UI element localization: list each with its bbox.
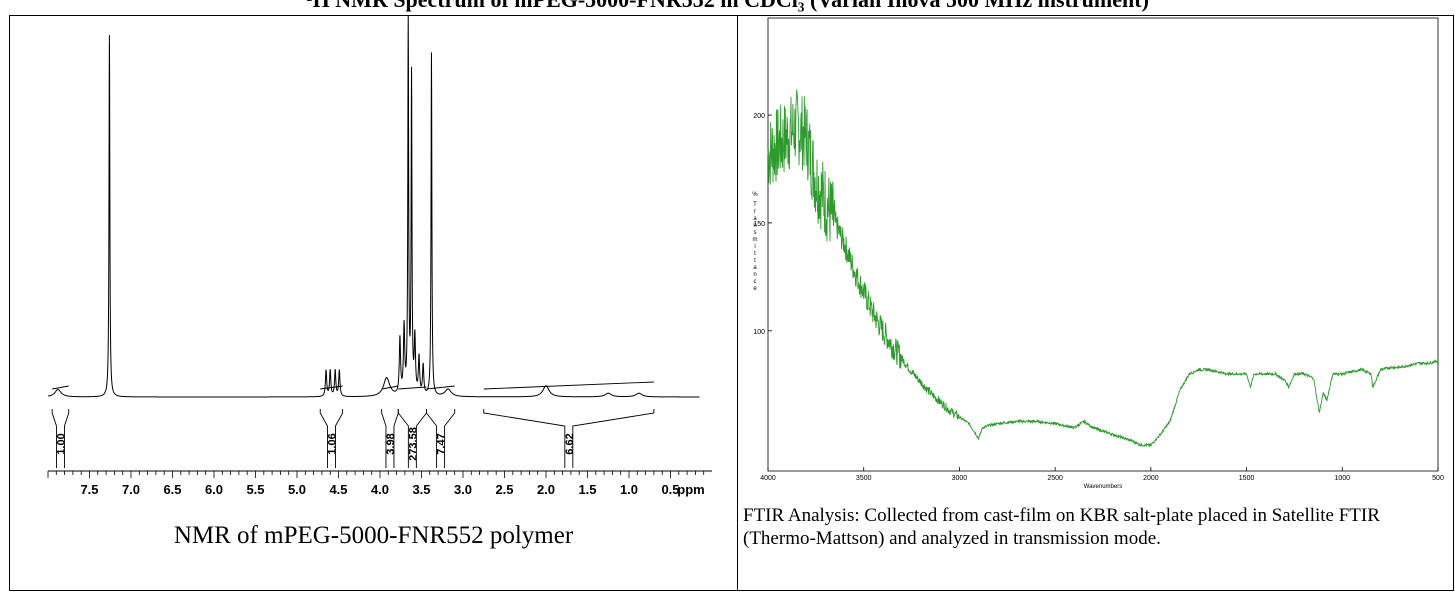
nmr-integral-label: 1.00	[55, 433, 67, 454]
nmr-bracket-line	[397, 409, 409, 468]
nmr-x-tick-label: 1.5	[578, 482, 596, 497]
nmr-x-tick-label: 1.0	[620, 482, 638, 497]
nmr-x-tick-label: 3.5	[412, 482, 430, 497]
nmr-panel: 1.00 1.06 3.98 273.58 7.47 6.62 7.5 7.0 6.5 6.0 5.…	[10, 16, 737, 590]
nmr-x-tick-label: 5.5	[246, 482, 264, 497]
ftir-x-tick-label: 500	[1432, 475, 1444, 482]
ftir-x-axis-label: Wavenumbers	[1084, 484, 1122, 490]
nmr-integral-curve	[320, 385, 343, 390]
nmr-bracket-line	[64, 409, 70, 468]
nmr-integral-curve	[52, 385, 69, 390]
nmr-bracket-line	[381, 409, 387, 468]
nmr-caption: NMR of mPEG-5000-FNR552 polymer	[173, 522, 574, 549]
nmr-integral-label: 273.58	[407, 427, 419, 461]
nmr-integral-bracket	[51, 409, 70, 468]
nmr-integral-curve	[426, 385, 455, 390]
nmr-integral-curve	[398, 386, 427, 390]
nmr-integral-label: 3.98	[385, 433, 397, 454]
nmr-x-tick-label: 6.0	[205, 482, 223, 497]
ftir-x-tick-label: 4000	[760, 475, 776, 482]
panel-divider	[737, 15, 738, 591]
ftir-x-tick-label: 3500	[856, 475, 872, 482]
nmr-x-tick-label: 7.0	[122, 482, 140, 497]
nmr-x-tick-label: 6.5	[163, 482, 181, 497]
nmr-integral-bracket	[483, 409, 655, 468]
nmr-bracket-line	[426, 409, 438, 468]
ftir-x-tick-label: 2500	[1047, 475, 1063, 482]
ftir-x-tick-label: 3000	[952, 475, 968, 482]
nmr-x-tick-label: 0.5	[661, 482, 679, 497]
ftir-caption: FTIR Analysis: Collected from cast-film …	[743, 505, 1380, 549]
nmr-integral-bracket	[426, 409, 456, 468]
ftir-y-tick-label: 150	[753, 221, 765, 228]
nmr-integral-label: 1.06	[326, 433, 338, 454]
nmr-bracket-line	[51, 409, 57, 468]
nmr-bracket-line	[572, 409, 655, 468]
nmr-x-tick-label: 4.0	[371, 482, 389, 497]
nmr-spectrum-chart: 1.00 1.06 3.98 273.58 7.47 6.62 7.5 7.0 6.5 6.0 5.…	[47, 16, 712, 497]
nmr-x-tick-label: 7.5	[80, 482, 98, 497]
ftir-x-tick-label: 1500	[1239, 475, 1255, 482]
ftir-x-tick-label: 2000	[1143, 475, 1159, 482]
nmr-integral-label: 6.62	[564, 433, 576, 454]
nmr-x-tick-label: 2.5	[495, 482, 513, 497]
page-title: ¹H NMR Spectrum of mPEG-5000-FNR552 in C…	[0, 0, 1455, 13]
ftir-y-tick-label: 200	[753, 113, 765, 120]
nmr-bracket-line	[334, 409, 344, 468]
nmr-x-tick-label: 3.0	[454, 482, 472, 497]
ftir-plot-frame	[767, 17, 1439, 472]
ftir-x-tick-label: 1000	[1334, 475, 1350, 482]
nmr-x-tick-label: 4.5	[329, 482, 347, 497]
nmr-integral-label: 7.47	[436, 433, 448, 454]
nmr-integral-bracket	[319, 409, 344, 468]
nmr-x-axis-label: ppm	[677, 482, 704, 497]
nmr-integral-curve	[381, 385, 399, 390]
nmr-x-tick-label: 2.0	[537, 482, 555, 497]
nmr-spectrum-line	[47, 16, 700, 398]
nmr-x-tick-label: 5.0	[288, 482, 306, 497]
nmr-bracket-line	[483, 409, 566, 468]
ftir-spectrum-line	[767, 89, 1439, 448]
ftir-y-tick-label: 100	[753, 329, 765, 336]
nmr-integral-curve	[483, 381, 654, 390]
nmr-bracket-line	[319, 409, 328, 468]
nmr-bracket-line	[444, 409, 456, 468]
figure-table-frame	[9, 15, 1454, 591]
